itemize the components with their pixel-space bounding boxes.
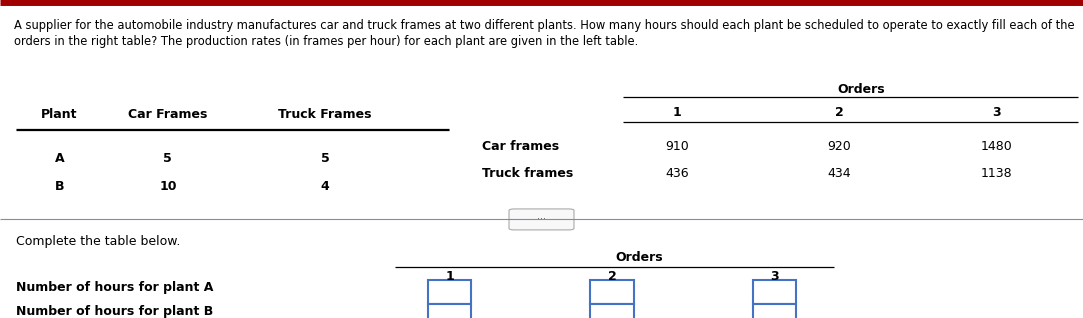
Text: 434: 434 xyxy=(827,167,851,180)
Text: 2: 2 xyxy=(608,270,616,283)
Text: A supplier for the automobile industry manufactures car and truck frames at two : A supplier for the automobile industry m… xyxy=(14,19,1074,32)
Text: 2: 2 xyxy=(835,107,844,119)
Text: Orders: Orders xyxy=(837,83,885,95)
Text: 3: 3 xyxy=(992,107,1001,119)
Text: 3: 3 xyxy=(770,270,779,283)
Text: B: B xyxy=(55,180,64,192)
Text: Car frames: Car frames xyxy=(482,140,559,153)
Text: Number of hours for plant A: Number of hours for plant A xyxy=(16,281,213,294)
Text: 5: 5 xyxy=(164,153,172,165)
Text: orders in the right table? The production rates (in frames per hour) for each pl: orders in the right table? The productio… xyxy=(14,35,638,48)
Text: 4: 4 xyxy=(321,180,329,192)
Text: Number of hours for plant B: Number of hours for plant B xyxy=(16,305,213,318)
Text: Orders: Orders xyxy=(615,251,663,264)
Text: 436: 436 xyxy=(665,167,689,180)
Text: 1: 1 xyxy=(673,107,681,119)
Text: 10: 10 xyxy=(159,180,177,192)
Text: 910: 910 xyxy=(665,140,689,153)
Text: Complete the table below.: Complete the table below. xyxy=(16,235,181,248)
Text: Truck frames: Truck frames xyxy=(482,167,573,180)
Text: 5: 5 xyxy=(321,153,329,165)
Text: 1138: 1138 xyxy=(980,167,1013,180)
Text: 1: 1 xyxy=(445,270,454,283)
Text: A: A xyxy=(55,153,64,165)
Text: 1480: 1480 xyxy=(980,140,1013,153)
Text: Car Frames: Car Frames xyxy=(128,108,208,121)
Text: ···: ··· xyxy=(537,214,546,225)
Text: 920: 920 xyxy=(827,140,851,153)
Text: Plant: Plant xyxy=(41,108,78,121)
Text: Truck Frames: Truck Frames xyxy=(278,108,371,121)
